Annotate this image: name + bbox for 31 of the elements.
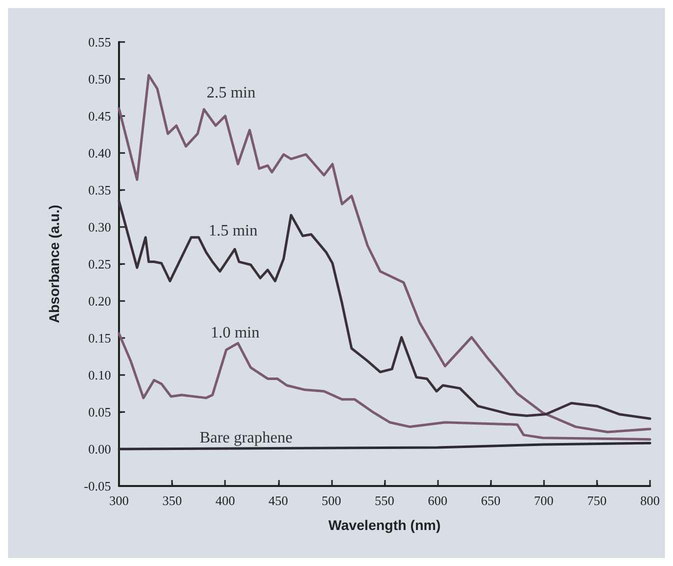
- y-tick-label: 0.45: [88, 108, 111, 124]
- y-tick-label: 0.35: [88, 182, 111, 198]
- annotation: Bare graphene: [200, 430, 292, 446]
- x-tick-label: 800: [640, 493, 660, 508]
- x-tick-label: 350: [162, 493, 182, 508]
- y-tick-label: 0.10: [88, 368, 111, 382]
- y-tick-label: 0.30: [88, 220, 111, 234]
- y-tick-label: 0.00: [88, 442, 111, 456]
- annotation: 2.5 min: [206, 84, 256, 102]
- x-tick-label: 600: [428, 493, 448, 508]
- y-tick-label: -0.05: [84, 478, 111, 494]
- x-tick-label: 500: [322, 493, 342, 508]
- x-tick-label: 450: [268, 493, 288, 508]
- x-tick-label: 550: [374, 493, 394, 508]
- y-tick-label: 0.55: [88, 34, 111, 50]
- x-tick-label: 400: [215, 493, 235, 508]
- x-tick-label: 650: [480, 493, 500, 508]
- x-tick-label: 700: [534, 493, 554, 508]
- x-tick-label: 750: [587, 493, 607, 508]
- y-tick-label: 0.20: [88, 294, 111, 308]
- annotation: 1.0 min: [210, 324, 260, 342]
- y-tick-label: 0.05: [88, 404, 111, 420]
- x-axis-title: Wavelength (nm): [328, 517, 441, 533]
- annotation: 1.5 min: [208, 222, 258, 240]
- y-tick-label: 0.25: [88, 256, 111, 272]
- line-series: [118, 200, 652, 420]
- x-tick-label: 300: [109, 493, 129, 508]
- y-tick-label: 0.40: [88, 146, 111, 160]
- y-tick-label: 0.15: [88, 330, 111, 346]
- y-axis-title: Absorbance (a.u.): [46, 204, 62, 324]
- y-tick-label: 0.50: [88, 72, 111, 86]
